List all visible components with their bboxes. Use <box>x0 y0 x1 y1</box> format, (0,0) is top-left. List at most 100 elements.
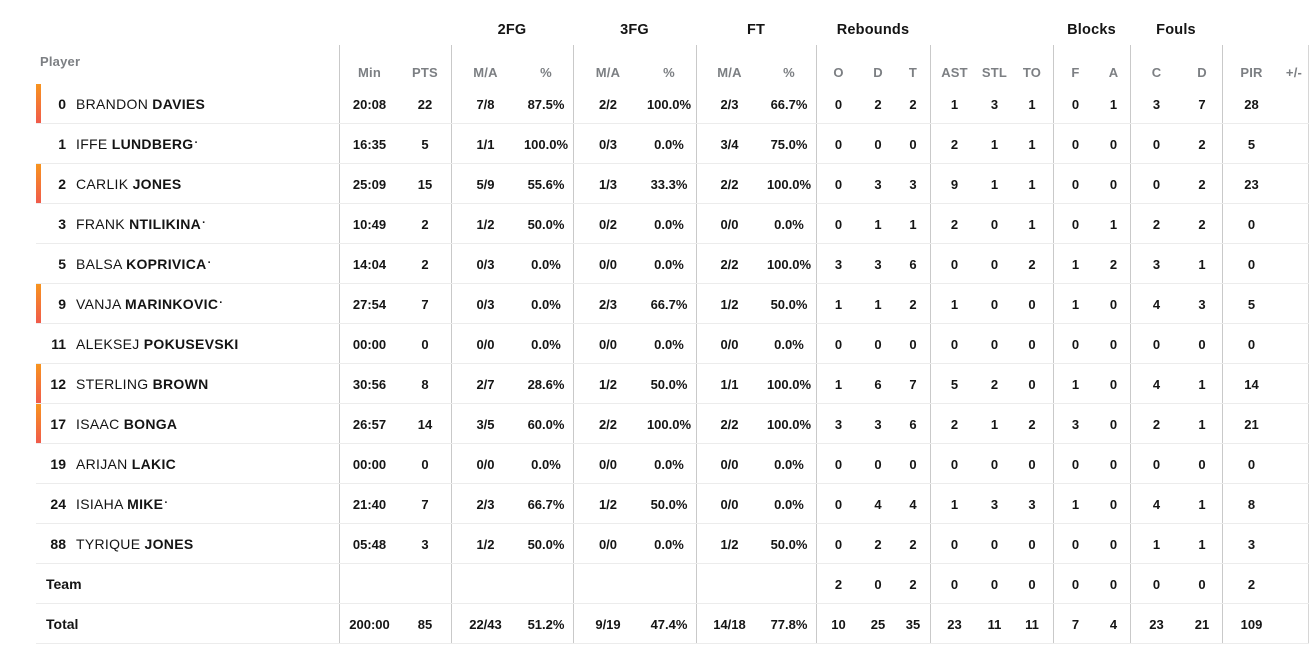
cell-fg2-ma: 0/0 <box>451 444 519 484</box>
player-row[interactable]: 11 ALEKSEJ POKUSEVSKI 00:00 0 0/0 0.0% 0/0 0.0%… <box>0 324 1309 364</box>
on-court-indicator <box>36 404 41 444</box>
cell-ft-pct: 0.0% <box>774 216 804 232</box>
player-row[interactable]: 17 ISAAC BONGA 26:57 14 3/5 60.0% 2/2 100.0% 2/2… <box>0 404 1309 444</box>
cell-plus-minus <box>1280 604 1309 644</box>
cell-min: 00:00 <box>339 324 399 364</box>
cell-blk-f: 0 <box>1053 564 1097 604</box>
cell-fg2-ma: 1/2 <box>451 204 519 244</box>
player-last-name: NTILIKINA <box>129 216 202 232</box>
group-label-2fg: 2FG <box>497 22 527 38</box>
cell-fg2-pct: 87.5% <box>527 96 565 112</box>
cell-blk-a: 0 <box>1109 416 1118 432</box>
cell-to: 1 <box>1028 216 1036 232</box>
cell-foul-c: 0 <box>1130 324 1182 364</box>
player-row[interactable]: 1 IFFE LUNDBERG· 16:35 5 1/1 100.0% 0/3 0.0% 3/4… <box>0 124 1309 164</box>
cell-fg2-pct: 0.0% <box>531 456 561 472</box>
cell-plus-minus <box>1280 364 1309 404</box>
cell-stl: 2 <box>990 376 999 392</box>
player-cell: 88 TYRIQUE JONES <box>0 524 339 564</box>
cell-stl: 1 <box>990 416 999 432</box>
group-spacer-player <box>0 0 339 45</box>
header-2fg-pct: % <box>540 65 552 80</box>
cell-pir: 14 <box>1222 364 1280 404</box>
cell-ast: 5 <box>930 364 978 404</box>
cell-fg3-ma: 1/2 <box>573 364 642 404</box>
cell-fg3-pct: 0.0% <box>654 336 684 352</box>
cell-ft-pct: 0.0% <box>774 496 804 512</box>
player-name: BRANDON DAVIES <box>76 96 205 112</box>
cell-pts: 85 <box>417 616 433 632</box>
cell-min: 05:48 <box>339 524 399 564</box>
cell-fg2-pct: 50.0% <box>527 536 565 552</box>
cell-reb-o: 0 <box>816 484 860 524</box>
header-reb-d: D <box>873 65 883 80</box>
player-row[interactable]: 3 FRANK NTILIKINA· 10:49 2 1/2 50.0% 0/2 0.0% 0/… <box>0 204 1309 244</box>
cell-reb-o: 0 <box>816 164 860 204</box>
cell-fg3-pct <box>642 564 696 604</box>
cell-stl: 11 <box>987 616 1002 632</box>
player-first-name: STERLING <box>76 376 153 392</box>
cell-reb-o: 0 <box>816 444 860 484</box>
header-ast: AST <box>930 45 978 84</box>
cell-fg2-pct: 55.6% <box>527 176 565 192</box>
cell-fg3-ma: 2/2 <box>573 404 642 444</box>
player-row[interactable]: 9 VANJA MARINKOVIC· 27:54 7 0/3 0.0% 2/3 66.7% 1… <box>0 284 1309 324</box>
table-body: 0 BRANDON DAVIES 20:08 22 7/8 87.5% 2/2 100.0% 2… <box>0 84 1309 644</box>
column-header-row: Player Min PTS M/A % M/A % M/A % O D T A… <box>0 45 1309 84</box>
cell-ft-ma: 14/18 <box>696 604 762 644</box>
cell-foul-d: 1 <box>1198 256 1206 272</box>
cell-stl: 1 <box>990 176 999 192</box>
cell-to: 0 <box>1028 296 1036 312</box>
player-cell: 3 FRANK NTILIKINA· <box>0 204 339 244</box>
player-name: TYRIQUE JONES <box>76 536 194 552</box>
cell-min: 10:49 <box>339 204 399 244</box>
player-row[interactable]: 2 CARLIK JONES 25:09 15 5/9 55.6% 1/3 33.3% 2/2 1… <box>0 164 1309 204</box>
cell-plus-minus <box>1280 164 1309 204</box>
header-min: Min <box>339 45 399 84</box>
player-row[interactable]: 0 BRANDON DAVIES 20:08 22 7/8 87.5% 2/2 100.0% 2… <box>0 84 1309 124</box>
cell-min <box>339 564 399 604</box>
cell-blk-f: 0 <box>1053 84 1097 124</box>
header-foul-c: C <box>1130 45 1182 84</box>
cell-pts: 15 <box>417 176 433 192</box>
cell-stl: 0 <box>990 296 999 312</box>
cell-pir: 28 <box>1222 84 1280 124</box>
player-row[interactable]: 12 STERLING BROWN 30:56 8 2/7 28.6% 1/2 50.0% 1/… <box>0 364 1309 404</box>
cell-foul-c: 23 <box>1130 604 1182 644</box>
cell-to: 0 <box>1028 336 1036 352</box>
cell-to: 0 <box>1028 376 1036 392</box>
cell-foul-c: 2 <box>1130 404 1182 444</box>
cell-reb-d: 6 <box>874 376 882 392</box>
cell-pir: 109 <box>1222 604 1280 644</box>
cell-to: 2 <box>1028 256 1036 272</box>
cell-reb-o: 0 <box>816 124 860 164</box>
cell-reb-d: 25 <box>870 616 886 632</box>
cell-ft-ma: 1/2 <box>696 284 762 324</box>
cell-foul-d: 0 <box>1198 456 1206 472</box>
cell-fg2-ma: 2/3 <box>451 484 519 524</box>
player-row[interactable]: 5 BALSA KOPRIVICA· 14:04 2 0/3 0.0% 0/0 0.0% 2/2… <box>0 244 1309 284</box>
cell-to: 1 <box>1028 176 1036 192</box>
cell-fg2-ma: 1/2 <box>451 524 519 564</box>
player-row[interactable]: 19 ARIJAN LAKIC 00:00 0 0/0 0.0% 0/0 0.0% 0/0 0.0… <box>0 444 1309 484</box>
cell-min: 200:00 <box>339 604 399 644</box>
cell-pir: 23 <box>1222 164 1280 204</box>
header-pts: PTS <box>412 65 438 80</box>
player-cell: 2 CARLIK JONES <box>0 164 339 204</box>
cell-ft-pct: 50.0% <box>770 536 808 552</box>
cell-ft-pct: 0.0% <box>774 336 804 352</box>
cell-to: 3 <box>1028 496 1036 512</box>
player-row[interactable]: 88 TYRIQUE JONES 05:48 3 1/2 50.0% 0/0 0.0% 1/2 5… <box>0 524 1309 564</box>
player-first-name: VANJA <box>76 296 126 312</box>
group-label-blocks: Blocks <box>1067 22 1116 38</box>
cell-blk-a: 0 <box>1109 576 1118 592</box>
cell-stl: 0 <box>990 256 999 272</box>
cell-to: 1 <box>1028 96 1036 112</box>
cell-reb-d: 2 <box>874 96 882 112</box>
cell-ast: 1 <box>930 484 978 524</box>
cell-to: 11 <box>1025 616 1039 632</box>
player-number: 88 <box>50 536 66 552</box>
cell-fg3-pct: 100.0% <box>646 96 692 112</box>
cell-blk-a: 0 <box>1109 456 1118 472</box>
player-row[interactable]: 24 ISIAHA MIKE· 21:40 7 2/3 66.7% 1/2 50.0% 0/0 0… <box>0 484 1309 524</box>
